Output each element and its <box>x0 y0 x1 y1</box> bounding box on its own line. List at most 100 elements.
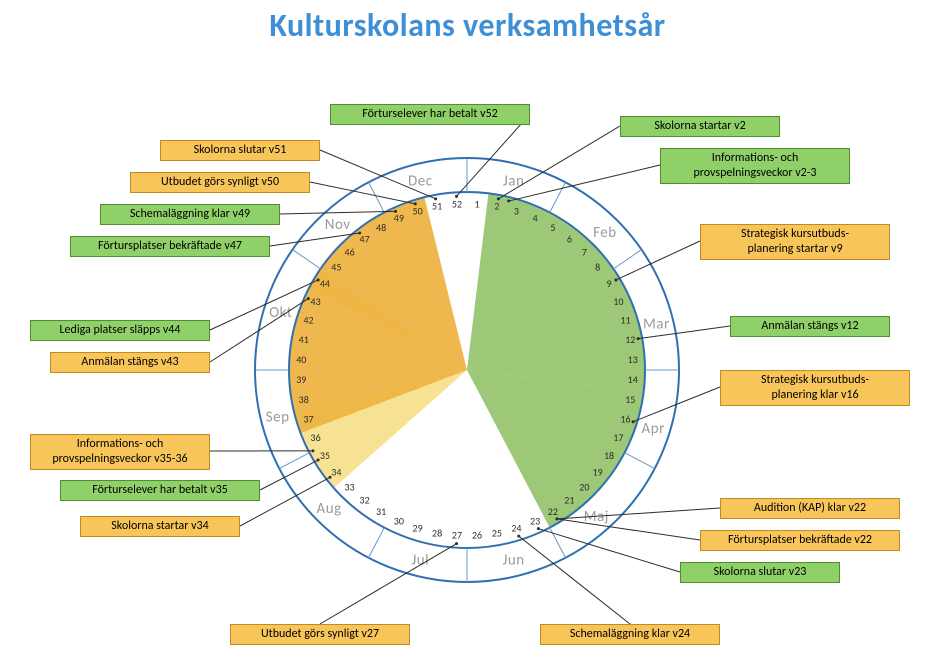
leader-dot <box>632 420 635 423</box>
month-spoke <box>550 528 566 558</box>
week-number: 5 <box>550 221 555 234</box>
week-number: 48 <box>376 221 386 234</box>
callout-box: Lediga platser släpps v44 <box>30 320 210 341</box>
leader-dot <box>614 278 617 281</box>
week-number: 45 <box>331 261 341 274</box>
week-number: 35 <box>320 449 330 462</box>
callout-box: Schemaläggning klar v24 <box>540 624 720 645</box>
callout-box: Informations- och provspelningsveckor v3… <box>30 434 210 470</box>
week-number: 8 <box>595 261 600 274</box>
month-label: Dec <box>408 173 433 191</box>
week-number: 42 <box>303 314 313 327</box>
leader-line <box>280 211 396 214</box>
week-number: 31 <box>376 505 386 518</box>
week-number: 21 <box>564 494 574 507</box>
week-number: 3 <box>514 205 519 218</box>
month-label: Aug <box>317 500 342 518</box>
week-number: 24 <box>511 521 521 534</box>
week-number: 51 <box>432 200 442 213</box>
week-number: 15 <box>625 393 635 406</box>
leader-dot <box>507 200 510 203</box>
week-number: 9 <box>607 277 612 290</box>
week-number: 50 <box>413 205 423 218</box>
month-spoke <box>279 453 309 469</box>
leader-dot <box>637 337 640 340</box>
week-number: 12 <box>625 333 635 346</box>
week-number: 28 <box>432 526 442 539</box>
week-number: 30 <box>394 514 404 527</box>
week-number: 6 <box>567 232 572 245</box>
week-number: 43 <box>311 295 321 308</box>
week-number: 20 <box>579 480 589 493</box>
week-number: 18 <box>604 449 614 462</box>
callout-box: Utbudet görs synligt v50 <box>130 172 310 193</box>
callout-box: Schemaläggning klar v49 <box>100 204 280 225</box>
wedge <box>467 370 644 528</box>
callout-box: Förturselever har betalt v52 <box>330 104 530 125</box>
callout-box: Förturselever har betalt v35 <box>60 480 260 501</box>
week-number: 33 <box>345 480 355 493</box>
month-label: Jan <box>503 173 524 191</box>
week-number: 29 <box>413 521 423 534</box>
leader-dot <box>307 297 310 300</box>
leader-dot <box>556 517 559 520</box>
week-number: 22 <box>548 505 558 518</box>
callout-box: Förtursplatser bekräftade v22 <box>700 530 900 551</box>
leader-dot <box>455 195 458 198</box>
leader-dot <box>414 202 417 205</box>
week-number: 39 <box>296 373 306 386</box>
week-number: 40 <box>296 353 306 366</box>
week-number: 46 <box>345 246 355 259</box>
leader-line <box>616 241 700 280</box>
week-number: 32 <box>360 494 370 507</box>
week-number: 49 <box>394 212 404 225</box>
week-number: 47 <box>360 232 370 245</box>
month-label: Jun <box>503 551 525 569</box>
week-number: 16 <box>620 412 630 425</box>
week-number: 44 <box>320 277 330 290</box>
week-number: 4 <box>533 212 538 225</box>
leader-line <box>320 544 456 624</box>
leader-dot <box>434 197 437 200</box>
leader-dot <box>317 459 320 462</box>
month-spoke <box>625 453 655 469</box>
week-number: 23 <box>530 514 540 527</box>
callout-box: Utbudet görs synligt v27 <box>230 624 410 645</box>
callout-box: Anmälan stängs v12 <box>730 316 890 337</box>
leader-dot <box>311 449 314 452</box>
leader-line <box>633 387 720 422</box>
callout-box: Strategisk kursutbuds- planering startar… <box>700 224 890 260</box>
leader-dot <box>537 527 540 530</box>
week-number: 1 <box>474 197 479 210</box>
month-spoke <box>613 250 641 269</box>
month-label: Feb <box>593 224 617 242</box>
week-number: 52 <box>452 197 462 210</box>
month-label: Apr <box>642 420 665 438</box>
month-label: Nov <box>325 216 351 234</box>
leader-dot <box>358 232 361 235</box>
callout-box: Informations- och provspelningsveckor v2… <box>660 148 850 184</box>
callout-box: Skolorna startar v2 <box>620 116 780 137</box>
callout-box: Anmälan stängs v43 <box>50 352 210 373</box>
week-number: 34 <box>331 465 341 478</box>
week-number: 19 <box>593 465 603 478</box>
leader-line <box>519 536 630 624</box>
week-number: 7 <box>582 246 587 259</box>
week-number: 27 <box>452 529 462 542</box>
callout-box: Skolorna slutar v23 <box>680 562 840 583</box>
callout-box: Strategisk kursutbuds- planering klar v1… <box>720 370 910 406</box>
week-number: 10 <box>613 295 623 308</box>
week-number: 17 <box>613 431 623 444</box>
month-label: Sep <box>266 409 290 427</box>
leader-dot <box>455 542 458 545</box>
week-number: 36 <box>311 431 321 444</box>
week-number: 2 <box>494 200 499 213</box>
month-spoke <box>293 250 321 269</box>
week-number: 11 <box>620 314 630 327</box>
callout-box: Skolorna slutar v51 <box>160 140 320 161</box>
week-number: 37 <box>303 412 313 425</box>
leader-dot <box>329 476 332 479</box>
callout-box: Audition (KAP) klar v22 <box>720 498 900 519</box>
month-spoke <box>550 182 566 212</box>
leader-dot <box>497 197 500 200</box>
